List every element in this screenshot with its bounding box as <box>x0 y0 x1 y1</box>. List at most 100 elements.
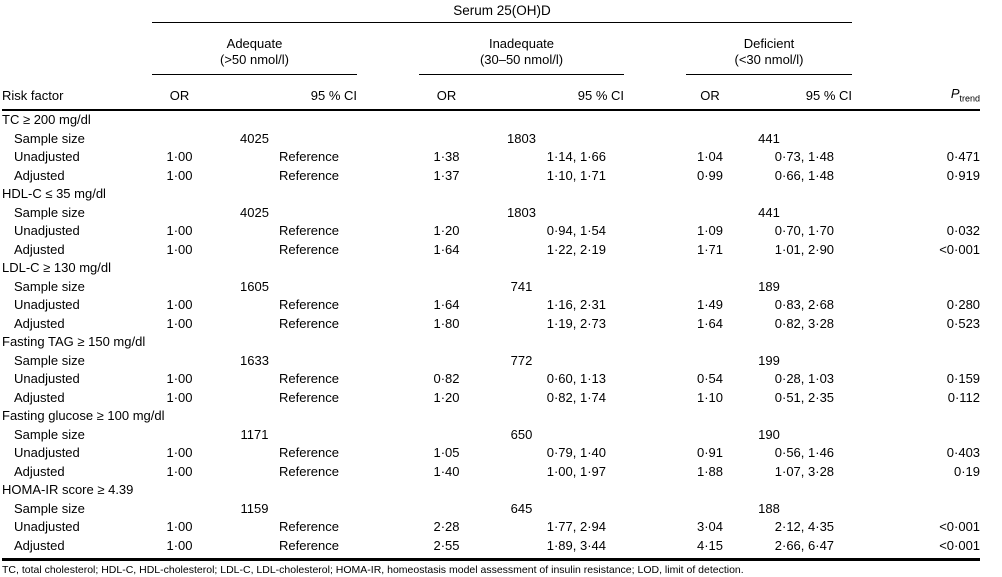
p-trend-cell: 0·919 <box>946 167 981 183</box>
sample-adequate: 4025 <box>240 204 269 220</box>
bottom-padding-row <box>2 555 980 560</box>
row-label-unadjusted: Unadjusted <box>14 149 80 165</box>
group-name-adequate: Adequate <box>226 36 283 51</box>
or-cell-inadequate: 1·64 <box>433 297 460 313</box>
p-trend-cell: 0·403 <box>946 445 981 461</box>
ci-cell-deficient: 0·56, 1·46 <box>774 445 835 461</box>
ci-cell-deficient: 0·83, 2·68 <box>774 297 835 313</box>
or-cell-adequate: 1·00 <box>166 149 193 165</box>
unadjusted-row: Unadjusted 1·00 Reference 2·28 1·77, 2·9… <box>2 518 980 537</box>
spacer-cell <box>357 518 419 537</box>
col-header-or-inadequate: OR <box>419 74 474 112</box>
ci-cell-deficient: 0·51, 2·35 <box>774 389 835 405</box>
p-trend-cell: 0·471 <box>946 149 981 165</box>
group-header-adequate: Adequate (>50 nmol/l) <box>152 22 357 75</box>
sample-deficient: 188 <box>758 500 780 516</box>
adjusted-row: Adjusted 1·00 Reference 2·55 1·89, 3·44 … <box>2 537 980 556</box>
sample-adequate: 1633 <box>240 352 269 368</box>
ci-cell-adequate: Reference <box>279 149 339 165</box>
or-cell-deficient: 1·64 <box>696 315 724 331</box>
row-label-unadjusted: Unadjusted <box>14 519 80 535</box>
group-range-inadequate: (30–50 nmol/l) <box>479 52 564 67</box>
spacer-cell <box>624 315 686 334</box>
empty-cell <box>2 23 152 75</box>
p-trend-cell <box>852 130 980 149</box>
sample-deficient: 189 <box>758 278 780 294</box>
ci-cell-inadequate: 1·14, 1·66 <box>546 149 606 165</box>
ci-cell-inadequate: 0·60, 1·13 <box>546 371 606 387</box>
ci-cell-inadequate: 0·82, 1·74 <box>546 389 606 405</box>
spacer-cell <box>357 222 419 241</box>
or-cell-deficient: 1·49 <box>696 297 724 313</box>
sample-inadequate: 1803 <box>507 204 536 220</box>
p-trend-cell <box>852 500 980 519</box>
unadjusted-row: Unadjusted 1·00 Reference 1·20 0·94, 1·5… <box>2 222 980 241</box>
spacer-cell <box>357 426 419 445</box>
col-header-risk-factor: Risk factor <box>2 74 152 112</box>
row-label-sample-size: Sample size <box>14 500 85 516</box>
ci-cell-adequate: Reference <box>279 445 339 461</box>
col-header-or-adequate: OR <box>152 74 207 112</box>
ci-cell-adequate: Reference <box>279 315 339 331</box>
spacer-cell <box>624 148 686 167</box>
ci-cell-inadequate: 0·79, 1·40 <box>546 445 606 461</box>
section-label-glucose: Fasting glucose ≥ 100 mg/dl <box>2 408 165 424</box>
or-cell-inadequate: 1·37 <box>433 167 460 183</box>
sample-deficient: 190 <box>758 426 780 442</box>
unadjusted-row: Unadjusted 1·00 Reference 1·05 0·79, 1·4… <box>2 444 980 463</box>
sample-inadequate: 650 <box>510 426 533 442</box>
spacer-cell <box>357 204 419 223</box>
ci-cell-inadequate: 1·16, 2·31 <box>546 297 606 313</box>
or-cell-inadequate: 1·05 <box>433 445 460 461</box>
row-label-adjusted: Adjusted <box>14 537 65 553</box>
or-cell-adequate: 1·00 <box>166 167 193 183</box>
row-label-unadjusted: Unadjusted <box>14 297 80 313</box>
spacer-cell <box>357 444 419 463</box>
col-header-p-trend: Ptrend <box>852 74 981 112</box>
spacer-cell <box>357 500 419 519</box>
p-trend-cell: 0·112 <box>947 389 981 405</box>
table-footnote: TC, total cholesterol; HDL-C, HDL-choles… <box>2 564 744 577</box>
spacer-cell <box>357 278 419 297</box>
sample-adequate: 1159 <box>240 500 269 516</box>
spacer-cell <box>357 130 419 149</box>
spacer-cell <box>624 426 686 445</box>
spacer-cell <box>624 463 686 482</box>
or-cell-adequate: 1·00 <box>166 519 193 535</box>
or-cell-inadequate: 1·38 <box>433 149 460 165</box>
p-trend-cell: <0·001 <box>939 519 981 535</box>
or-cell-inadequate: 1·20 <box>433 389 460 405</box>
sample-inadequate: 772 <box>510 352 533 368</box>
or-cell-adequate: 1·00 <box>166 445 193 461</box>
group-header-deficient: Deficient (<30 nmol/l) <box>686 22 853 75</box>
row-label-sample-size: Sample size <box>14 278 85 294</box>
or-cell-adequate: 1·00 <box>166 315 193 331</box>
p-trend-cell <box>852 352 980 371</box>
sample-inadequate: 645 <box>510 500 533 516</box>
ci-cell-deficient: 0·66, 1·48 <box>774 167 835 183</box>
ci-cell-deficient: 1·07, 3·28 <box>774 463 835 479</box>
sample-size-row: Sample size 1159 645 188 <box>2 500 980 519</box>
ci-cell-adequate: Reference <box>279 537 339 553</box>
or-cell-deficient: 0·99 <box>696 167 724 183</box>
or-cell-adequate: 1·00 <box>166 297 193 313</box>
sample-size-row: Sample size 1605 741 189 <box>2 278 980 297</box>
p-trend-cell <box>852 426 980 445</box>
ci-cell-deficient: 2·66, 6·47 <box>774 537 835 553</box>
group-header-inadequate: Inadequate (30–50 nmol/l) <box>419 22 624 75</box>
ci-cell-adequate: Reference <box>279 519 339 535</box>
or-cell-deficient: 1·71 <box>696 241 724 257</box>
p-trend-cell <box>852 204 980 223</box>
or-cell-deficient: 4·15 <box>696 537 724 553</box>
or-cell-adequate: 1·00 <box>166 241 193 257</box>
spacer-cell <box>624 296 686 315</box>
section-row-hdl: HDL-C ≤ 35 mg/dl <box>2 185 980 204</box>
ci-cell-deficient: 0·28, 1·03 <box>774 371 835 387</box>
p-trend-cell: 0·032 <box>946 223 981 239</box>
spacer-cell <box>624 204 686 223</box>
spacer-cell <box>624 167 686 186</box>
row-label-sample-size: Sample size <box>14 204 85 220</box>
p-subscript: trend <box>959 93 981 104</box>
